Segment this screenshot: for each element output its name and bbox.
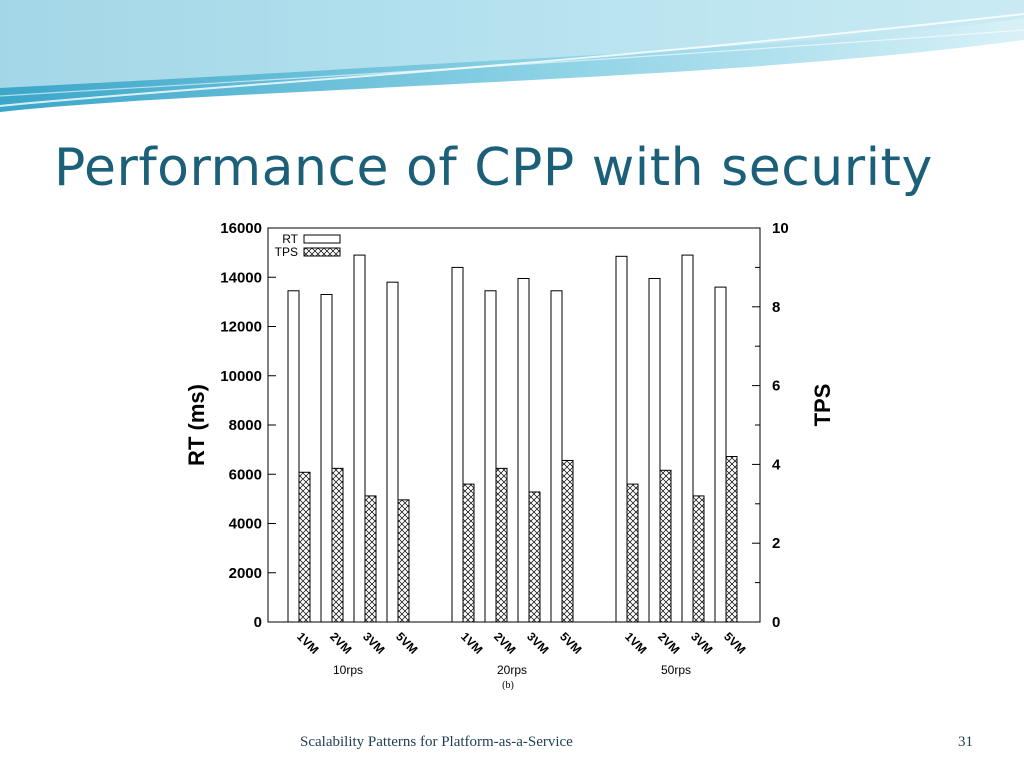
footer-text: Scalability Patterns for Platform-as-a-S… bbox=[300, 734, 573, 750]
slide-title: Performance of CPP with security bbox=[54, 138, 933, 198]
x-category-label: 3VM bbox=[360, 629, 387, 656]
rt-bar bbox=[451, 266, 464, 623]
tps-bar bbox=[462, 483, 475, 623]
y2-axis-label: TPS bbox=[810, 384, 835, 427]
x-category-label: 2VM bbox=[655, 629, 682, 656]
tps-bar bbox=[495, 467, 508, 623]
rt-bar bbox=[648, 277, 661, 623]
legend-label: RT bbox=[282, 232, 298, 246]
x-category-label: 5VM bbox=[721, 629, 748, 656]
rt-bar bbox=[681, 254, 694, 623]
tps-bar bbox=[692, 495, 705, 623]
y2-tick-label: 4 bbox=[772, 456, 781, 473]
y-tick-label: 0 bbox=[254, 614, 262, 631]
tps-bar bbox=[626, 483, 639, 623]
tps-bar bbox=[298, 471, 311, 623]
y-tick-label: 12000 bbox=[220, 319, 262, 336]
rt-bar bbox=[484, 290, 497, 623]
y-tick-label: 10000 bbox=[220, 368, 262, 385]
y-tick-label: 16000 bbox=[220, 220, 262, 237]
rt-bar bbox=[287, 290, 300, 623]
rt-bar bbox=[517, 277, 530, 623]
y2-tick-label: 0 bbox=[772, 614, 780, 631]
y-tick-label: 6000 bbox=[229, 466, 262, 483]
rt-bar bbox=[550, 290, 563, 623]
y-tick-label: 14000 bbox=[220, 269, 262, 286]
tps-bar bbox=[397, 499, 410, 623]
tps-bar bbox=[528, 491, 541, 623]
tps-bar bbox=[725, 456, 738, 623]
tps-bar bbox=[561, 459, 574, 623]
x-category-label: 2VM bbox=[491, 629, 518, 656]
tps-bar bbox=[659, 469, 672, 623]
chart-container: 0 2000 4000 6000 8000 10000 12000 14000 16000 0 2 4… bbox=[162, 212, 842, 700]
y-axis-label: RT (ms) bbox=[184, 384, 209, 466]
y-tick-label: 2000 bbox=[229, 565, 262, 582]
x-category-label: 2VM bbox=[327, 629, 354, 656]
y-tick-label: 4000 bbox=[229, 516, 262, 533]
rt-bar bbox=[615, 255, 628, 623]
legend-label: TPS bbox=[275, 245, 298, 259]
x-group-label: 20rps bbox=[497, 663, 527, 677]
header-wave-decoration bbox=[0, 0, 1024, 112]
x-category-label: 3VM bbox=[688, 629, 715, 656]
rt-bar bbox=[320, 293, 333, 623]
chart-caption: (b) bbox=[502, 680, 514, 691]
slide-number: 31 bbox=[958, 734, 973, 750]
bar-chart: 0 2000 4000 6000 8000 10000 12000 14000 16000 0 2 4… bbox=[184, 220, 835, 691]
y2-tick-label: 6 bbox=[772, 378, 780, 395]
legend-swatch-rt bbox=[303, 234, 341, 244]
x-category-label: 1VM bbox=[622, 629, 649, 656]
tps-bar bbox=[364, 495, 377, 623]
y2-tick-label: 2 bbox=[772, 535, 780, 552]
y-tick-label: 8000 bbox=[229, 417, 262, 434]
x-group-label: 50rps bbox=[661, 663, 691, 677]
x-category-label: 1VM bbox=[294, 629, 321, 656]
x-group-label: 10rps bbox=[333, 663, 363, 677]
legend-swatch-tps bbox=[303, 247, 341, 257]
y2-tick-label: 8 bbox=[772, 299, 780, 316]
rt-bar bbox=[386, 281, 399, 623]
x-category-label: 5VM bbox=[393, 629, 420, 656]
y2-tick-label: 10 bbox=[772, 220, 789, 237]
x-category-label: 5VM bbox=[557, 629, 584, 656]
x-category-label: 3VM bbox=[524, 629, 551, 656]
rt-bar bbox=[353, 254, 366, 623]
rt-bar bbox=[714, 286, 727, 623]
tps-bar bbox=[331, 467, 344, 623]
x-category-label: 1VM bbox=[458, 629, 485, 656]
